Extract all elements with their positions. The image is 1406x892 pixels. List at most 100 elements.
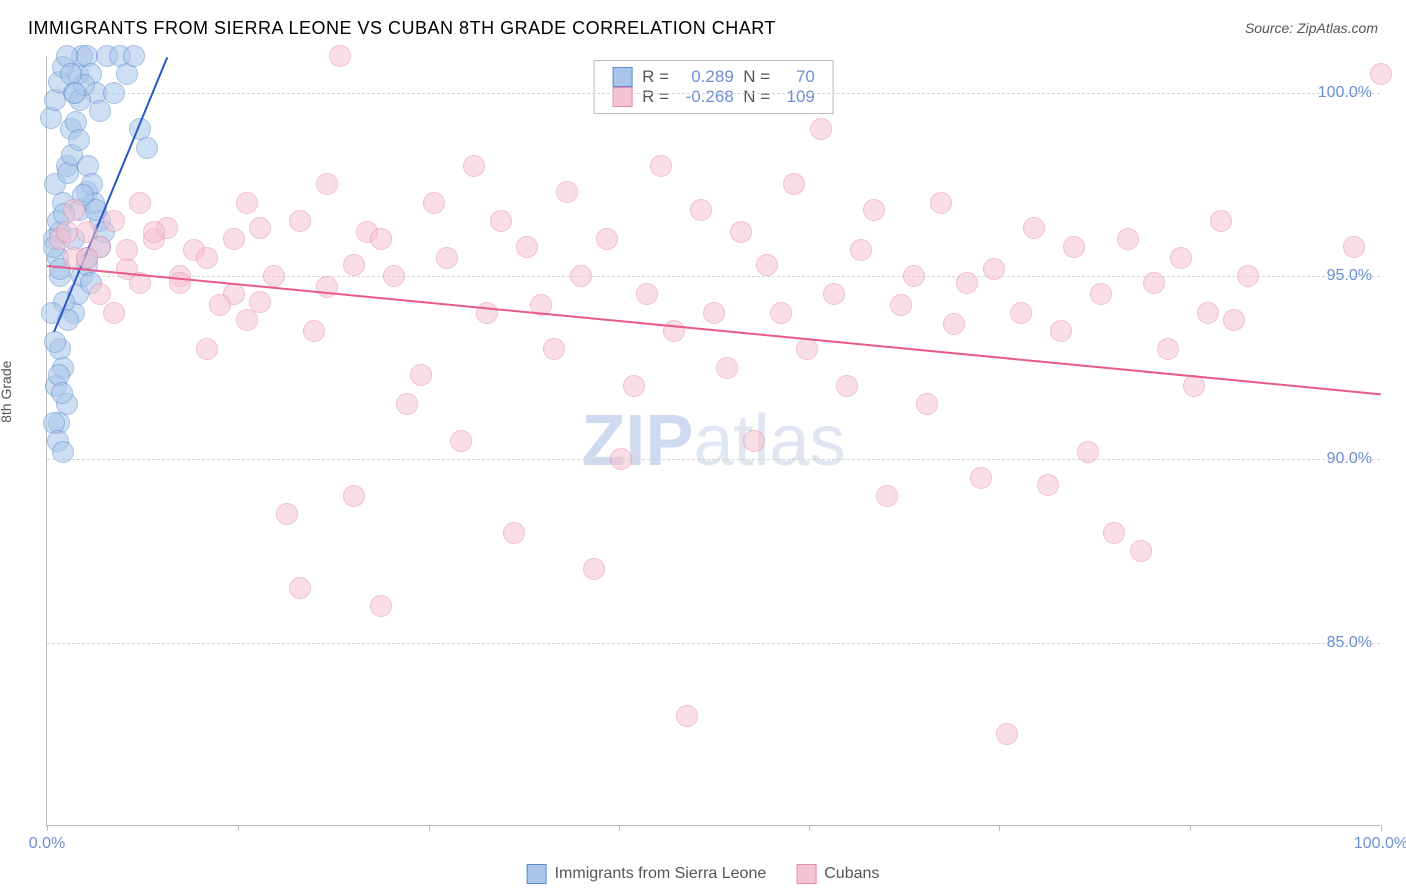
scatter-point [410, 364, 432, 386]
scatter-point [770, 302, 792, 324]
scatter-point [196, 338, 218, 360]
x-tick-mark [429, 825, 430, 831]
scatter-point [543, 338, 565, 360]
scatter-point [516, 236, 538, 258]
x-tick-mark [47, 825, 48, 831]
legend-label: Immigrants from Sierra Leone [555, 865, 767, 883]
scatter-point [943, 313, 965, 335]
legend-item: Immigrants from Sierra Leone [527, 864, 767, 884]
scatter-point [1157, 338, 1179, 360]
scatter-point [1103, 522, 1125, 544]
scatter-point [930, 192, 952, 214]
scatter-point [876, 485, 898, 507]
legend-label: Cubans [824, 865, 879, 883]
scatter-point [136, 137, 158, 159]
scatter-point [756, 254, 778, 276]
scatter-point [303, 320, 325, 342]
scatter-point [370, 228, 392, 250]
legend-row: R = -0.268 N = 109 [612, 87, 815, 107]
scatter-point [68, 129, 90, 151]
scatter-point [44, 331, 66, 353]
scatter-point [383, 265, 405, 287]
scatter-point [57, 162, 79, 184]
x-tick-label: 0.0% [29, 835, 65, 853]
y-tick-label: 85.0% [1327, 634, 1372, 652]
scatter-point [463, 155, 485, 177]
scatter-point [143, 221, 165, 243]
scatter-point [476, 302, 498, 324]
scatter-point [743, 430, 765, 452]
x-tick-mark [619, 825, 620, 831]
scatter-point [583, 558, 605, 580]
scatter-point [570, 265, 592, 287]
legend-swatch [612, 67, 632, 87]
scatter-point [1077, 441, 1099, 463]
scatter-point [1023, 217, 1045, 239]
scatter-point [730, 221, 752, 243]
scatter-point [103, 210, 125, 232]
scatter-point [329, 45, 351, 67]
scatter-point [1343, 236, 1365, 258]
scatter-point [123, 45, 145, 67]
scatter-point [810, 118, 832, 140]
plot-area: ZIPatlas R = 0.289 N = 70R = -0.268 N = … [46, 56, 1380, 826]
scatter-point [783, 173, 805, 195]
scatter-point [1063, 236, 1085, 258]
scatter-point [370, 595, 392, 617]
y-axis-label: 8th Grade [0, 361, 14, 423]
scatter-point [916, 393, 938, 415]
x-tick-mark [238, 825, 239, 831]
scatter-point [196, 247, 218, 269]
scatter-point [209, 294, 231, 316]
scatter-point [716, 357, 738, 379]
scatter-point [836, 375, 858, 397]
scatter-point [396, 393, 418, 415]
scatter-point [76, 247, 98, 269]
legend-stat: R = 0.289 N = 70 [642, 67, 815, 87]
scatter-point [423, 192, 445, 214]
scatter-point [289, 210, 311, 232]
scatter-point [1090, 283, 1112, 305]
legend-swatch [796, 864, 816, 884]
scatter-point [1237, 265, 1259, 287]
scatter-point [1130, 540, 1152, 562]
scatter-point [890, 294, 912, 316]
scatter-point [56, 221, 78, 243]
scatter-point [129, 192, 151, 214]
scatter-point [490, 210, 512, 232]
scatter-point [40, 107, 62, 129]
scatter-point [51, 382, 73, 404]
scatter-point [676, 705, 698, 727]
scatter-point [169, 272, 191, 294]
scatter-point [436, 247, 458, 269]
source-attribution: Source: ZipAtlas.com [1245, 20, 1378, 36]
scatter-point [970, 467, 992, 489]
scatter-point [1183, 375, 1205, 397]
y-tick-label: 100.0% [1318, 84, 1372, 102]
correlation-legend: R = 0.289 N = 70R = -0.268 N = 109 [593, 60, 834, 114]
legend-row: R = 0.289 N = 70 [612, 67, 815, 87]
scatter-point [1370, 63, 1392, 85]
scatter-point [983, 258, 1005, 280]
watermark-bold: ZIP [581, 401, 693, 481]
scatter-point [343, 485, 365, 507]
gridline [47, 459, 1380, 460]
scatter-point [249, 217, 271, 239]
gridline [47, 643, 1380, 644]
scatter-point [1117, 228, 1139, 250]
x-tick-mark [999, 825, 1000, 831]
scatter-point [223, 228, 245, 250]
scatter-point [276, 503, 298, 525]
scatter-point [44, 89, 66, 111]
scatter-point [796, 338, 818, 360]
scatter-point [610, 448, 632, 470]
scatter-point [1143, 272, 1165, 294]
scatter-point [450, 430, 472, 452]
scatter-point [289, 577, 311, 599]
scatter-point [703, 302, 725, 324]
scatter-point [1010, 302, 1032, 324]
y-tick-label: 95.0% [1327, 267, 1372, 285]
scatter-point [236, 309, 258, 331]
x-tick-mark [809, 825, 810, 831]
scatter-point [690, 199, 712, 221]
